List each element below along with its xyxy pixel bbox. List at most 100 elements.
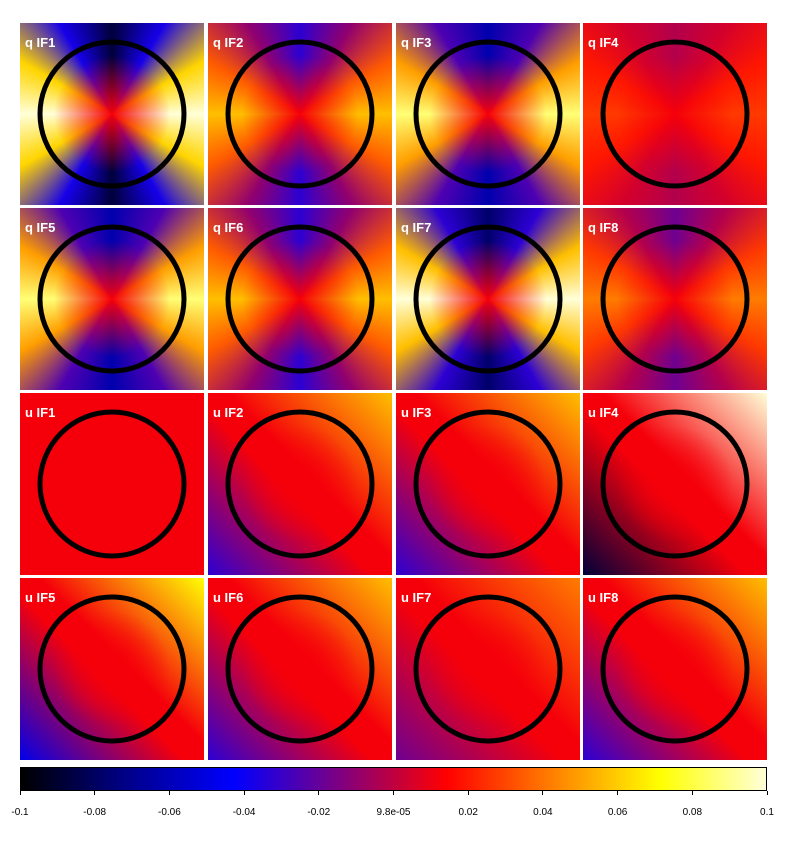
colorbar-tick-label: 0.02	[458, 807, 478, 818]
circle-overlay	[600, 409, 750, 559]
ring-circle	[413, 39, 563, 189]
map-panel: u IF5	[20, 578, 204, 760]
colorbar-tick-mark	[168, 791, 170, 795]
panel-label: u IF2	[213, 405, 244, 420]
circle-overlay	[225, 224, 375, 374]
ring-circle	[225, 39, 375, 189]
ring-circle	[37, 409, 187, 559]
circle-overlay	[37, 39, 187, 189]
map-panel: q IF7	[396, 208, 580, 390]
panel-label: q IF6	[213, 220, 244, 235]
ring-circle	[225, 594, 375, 744]
panel-label: u IF6	[213, 590, 244, 605]
circle-overlay	[225, 409, 375, 559]
colorbar-tick-mark	[243, 791, 245, 795]
map-panel: u IF7	[396, 578, 580, 760]
heatmap-fill	[208, 208, 392, 390]
map-panel: q IF1	[20, 23, 204, 205]
map-panel: q IF3	[396, 23, 580, 205]
ring-circle	[600, 224, 750, 374]
colorbar-tick-label: 9.8e-05	[376, 807, 411, 818]
circle-overlay	[225, 594, 375, 744]
colorbar-tick-mark	[467, 791, 469, 795]
ring-circle	[413, 594, 563, 744]
circle-overlay	[600, 39, 750, 189]
circle-overlay	[413, 409, 563, 559]
ring-circle	[37, 224, 187, 374]
map-panel: q IF5	[20, 208, 204, 390]
colorbar-tick-mark	[766, 791, 768, 795]
colorbar-tick-mark	[617, 791, 619, 795]
circle-overlay	[413, 224, 563, 374]
circle-overlay	[37, 224, 187, 374]
circle-overlay	[600, 224, 750, 374]
colorbar-tick-mark	[393, 791, 394, 795]
heatmap-fill	[20, 578, 204, 760]
ring-circle	[37, 594, 187, 744]
heatmap-fill	[208, 23, 392, 205]
panel-label: u IF5	[25, 590, 56, 605]
panel-label: q IF1	[25, 35, 56, 50]
map-panel: u IF4	[583, 393, 767, 575]
heatmap-fill	[208, 393, 392, 575]
panel-label: u IF3	[401, 405, 432, 420]
colorbar-tick-label: -0.04	[232, 807, 256, 818]
circle-overlay	[37, 409, 187, 559]
ring-circle	[225, 409, 375, 559]
panel-label: q IF8	[588, 220, 619, 235]
heatmap-fill	[396, 578, 580, 760]
panel-label: q IF7	[401, 220, 432, 235]
circle-overlay	[413, 39, 563, 189]
heatmap-fill	[583, 578, 767, 760]
heatmap-fill	[396, 23, 580, 205]
colorbar-tick-mark	[19, 791, 21, 795]
map-panel: q IF6	[208, 208, 392, 390]
circle-overlay	[225, 39, 375, 189]
colorbar-tick-mark	[318, 791, 320, 795]
heatmap-fill	[20, 393, 204, 575]
map-panel: q IF8	[583, 208, 767, 390]
colorbar-tick-label: 0.1	[760, 807, 774, 818]
map-panel: u IF1	[20, 393, 204, 575]
heatmap-fill	[208, 578, 392, 760]
ring-circle	[413, 409, 563, 559]
heatmap-fill	[583, 208, 767, 390]
panel-label: u IF7	[401, 590, 432, 605]
colorbar-tick-mark	[542, 791, 544, 795]
map-panel: q IF2	[208, 23, 392, 205]
colorbar-tick-label: 0.04	[533, 807, 553, 818]
colorbar-tick-label: 0.08	[682, 807, 703, 818]
circle-overlay	[413, 594, 563, 744]
colorbar	[20, 767, 767, 791]
colorbar-tick-mark	[94, 791, 96, 795]
colorbar-tick-label: -0.08	[83, 807, 107, 818]
ring-circle	[37, 39, 187, 189]
heatmap-fill	[396, 393, 580, 575]
ring-circle	[600, 39, 750, 189]
heatmap-fill	[20, 23, 204, 205]
heatmap-fill	[583, 23, 767, 205]
heatmap-fill	[20, 208, 204, 390]
map-panel: u IF8	[583, 578, 767, 760]
panel-label: u IF8	[588, 590, 619, 605]
ring-circle	[600, 594, 750, 744]
circle-overlay	[37, 594, 187, 744]
circle-overlay	[600, 594, 750, 744]
ring-circle	[600, 409, 750, 559]
ring-circle	[225, 224, 375, 374]
heatmap-fill	[583, 393, 767, 575]
panel-label: u IF1	[25, 405, 56, 420]
panel-label: q IF3	[401, 35, 432, 50]
map-panel: u IF2	[208, 393, 392, 575]
heatmap-fill	[396, 208, 580, 390]
panel-label: u IF4	[588, 405, 619, 420]
colorbar-tick-mark	[691, 791, 693, 795]
ring-circle	[413, 224, 563, 374]
map-panel: u IF3	[396, 393, 580, 575]
map-panel: q IF4	[583, 23, 767, 205]
colorbar-tick-label: -0.06	[157, 807, 181, 818]
colorbar-tick-label: -0.1	[11, 807, 29, 818]
panel-label: q IF2	[213, 35, 244, 50]
colorbar-tick-label: 0.06	[607, 807, 628, 818]
